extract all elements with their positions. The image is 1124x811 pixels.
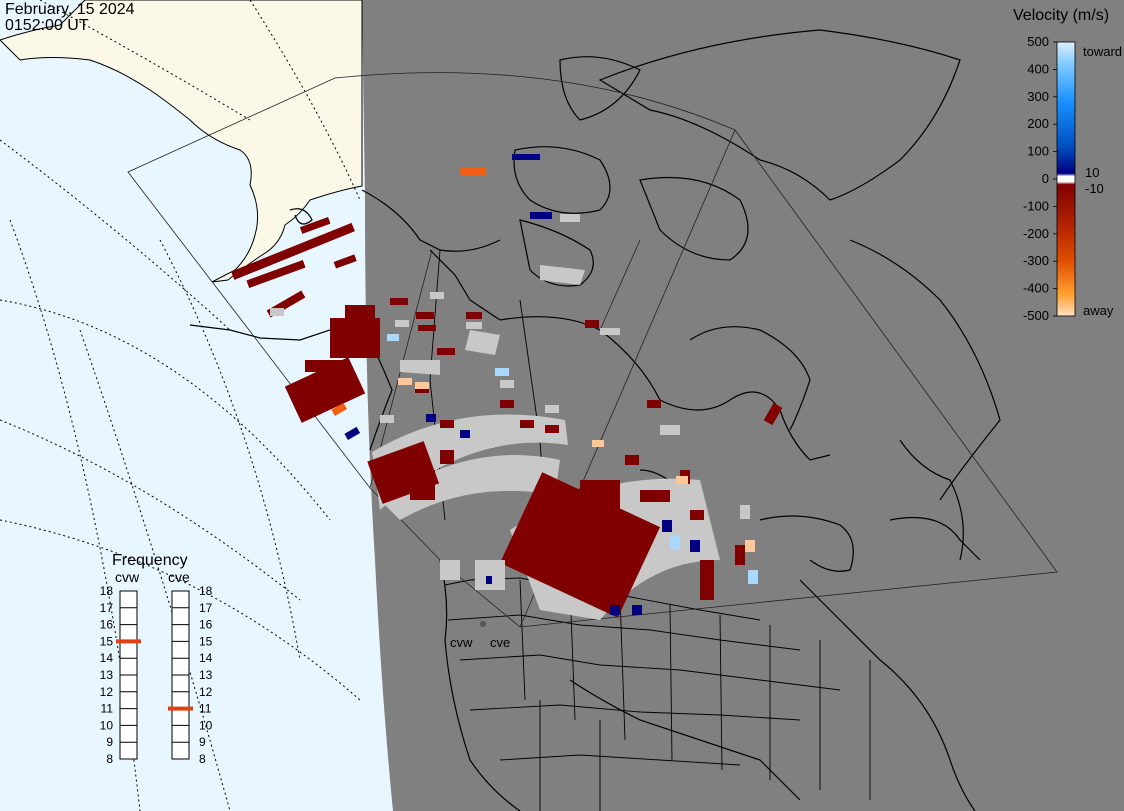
- legend-tick-label: -200: [1023, 226, 1049, 241]
- legend-tick-label: -500: [1023, 308, 1049, 323]
- daylit-land: [0, 0, 363, 283]
- frequency-label-cvw: cvw: [115, 569, 140, 585]
- legend-tick-label: 400: [1027, 61, 1049, 76]
- radar-label-cvw: cvw: [450, 635, 473, 650]
- legend-colorbar: [1056, 41, 1076, 317]
- frequency-scale-label: 11: [199, 702, 212, 716]
- frequency-scale-label: 11: [101, 702, 114, 716]
- radar-label-cve: cve: [490, 635, 510, 650]
- legend-away-label: away: [1083, 303, 1114, 318]
- frequency-scale-label: 10: [100, 718, 114, 732]
- frequency-scale-label: 16: [100, 618, 114, 632]
- legend-ticks: 500 400 300 200 100 0 -100 -200 -300 -400 -500: [1023, 34, 1057, 323]
- frequency-scale-label: 14: [100, 651, 114, 665]
- frequency-scale-label: 18: [199, 584, 213, 598]
- legend-toward-label: toward: [1083, 44, 1122, 59]
- frequency-indicator-cve: [168, 706, 193, 711]
- frequency-scale-label: 15: [199, 634, 213, 648]
- radar-site-marker: [480, 621, 486, 627]
- legend-tick-label: 500: [1027, 34, 1049, 49]
- legend-tick-label: 300: [1027, 89, 1049, 104]
- frequency-label-cve: cve: [168, 569, 190, 585]
- frequency-scale-label: 8: [199, 752, 206, 766]
- frequency-scale-label: 15: [100, 634, 114, 648]
- frequency-ladders: 18 17 16 15 14 13 12 11 10 9 8 18 17 16 15 14 13 12 11 10 9 8: [100, 584, 213, 766]
- frequency-scale-label: 8: [106, 752, 113, 766]
- frequency-scale-label: 13: [199, 668, 213, 682]
- frequency-title: Frequency: [112, 552, 188, 569]
- frequency-scale-label: 16: [199, 618, 213, 632]
- frequency-scale-label: 13: [100, 668, 114, 682]
- legend-tick-label: -300: [1023, 253, 1049, 268]
- frequency-scale-label: 12: [199, 685, 213, 699]
- legend-tick-label: -100: [1023, 198, 1049, 213]
- legend-tick-label: 100: [1027, 144, 1049, 159]
- velocity-cells: [231, 154, 783, 618]
- frequency-scale-label: 9: [199, 735, 206, 749]
- legend-small-pos: 10: [1085, 165, 1099, 180]
- legend-title: Velocity (m/s): [1013, 7, 1109, 24]
- frequency-scale-label: 14: [199, 651, 213, 665]
- frequency-scale-label: 18: [100, 584, 114, 598]
- frequency-scale-label: 12: [100, 685, 114, 699]
- legend-small-neg: -10: [1085, 181, 1104, 196]
- graticule: [0, 0, 361, 811]
- legend-tick-label: 200: [1027, 116, 1049, 131]
- legend-tick-label: -400: [1023, 281, 1049, 296]
- frequency-scale-label: 9: [106, 735, 113, 749]
- frequency-scale-label: 17: [100, 601, 114, 615]
- frequency-scale-label: 17: [199, 601, 213, 615]
- frequency-scale-label: 10: [199, 718, 213, 732]
- legend-tick-label: 0: [1042, 171, 1049, 186]
- time-label: 0152:00 UT: [5, 17, 89, 34]
- date-label: February, 15 2024: [5, 1, 135, 18]
- night-region: [362, 0, 1124, 811]
- frequency-indicator-cvw: [116, 639, 141, 644]
